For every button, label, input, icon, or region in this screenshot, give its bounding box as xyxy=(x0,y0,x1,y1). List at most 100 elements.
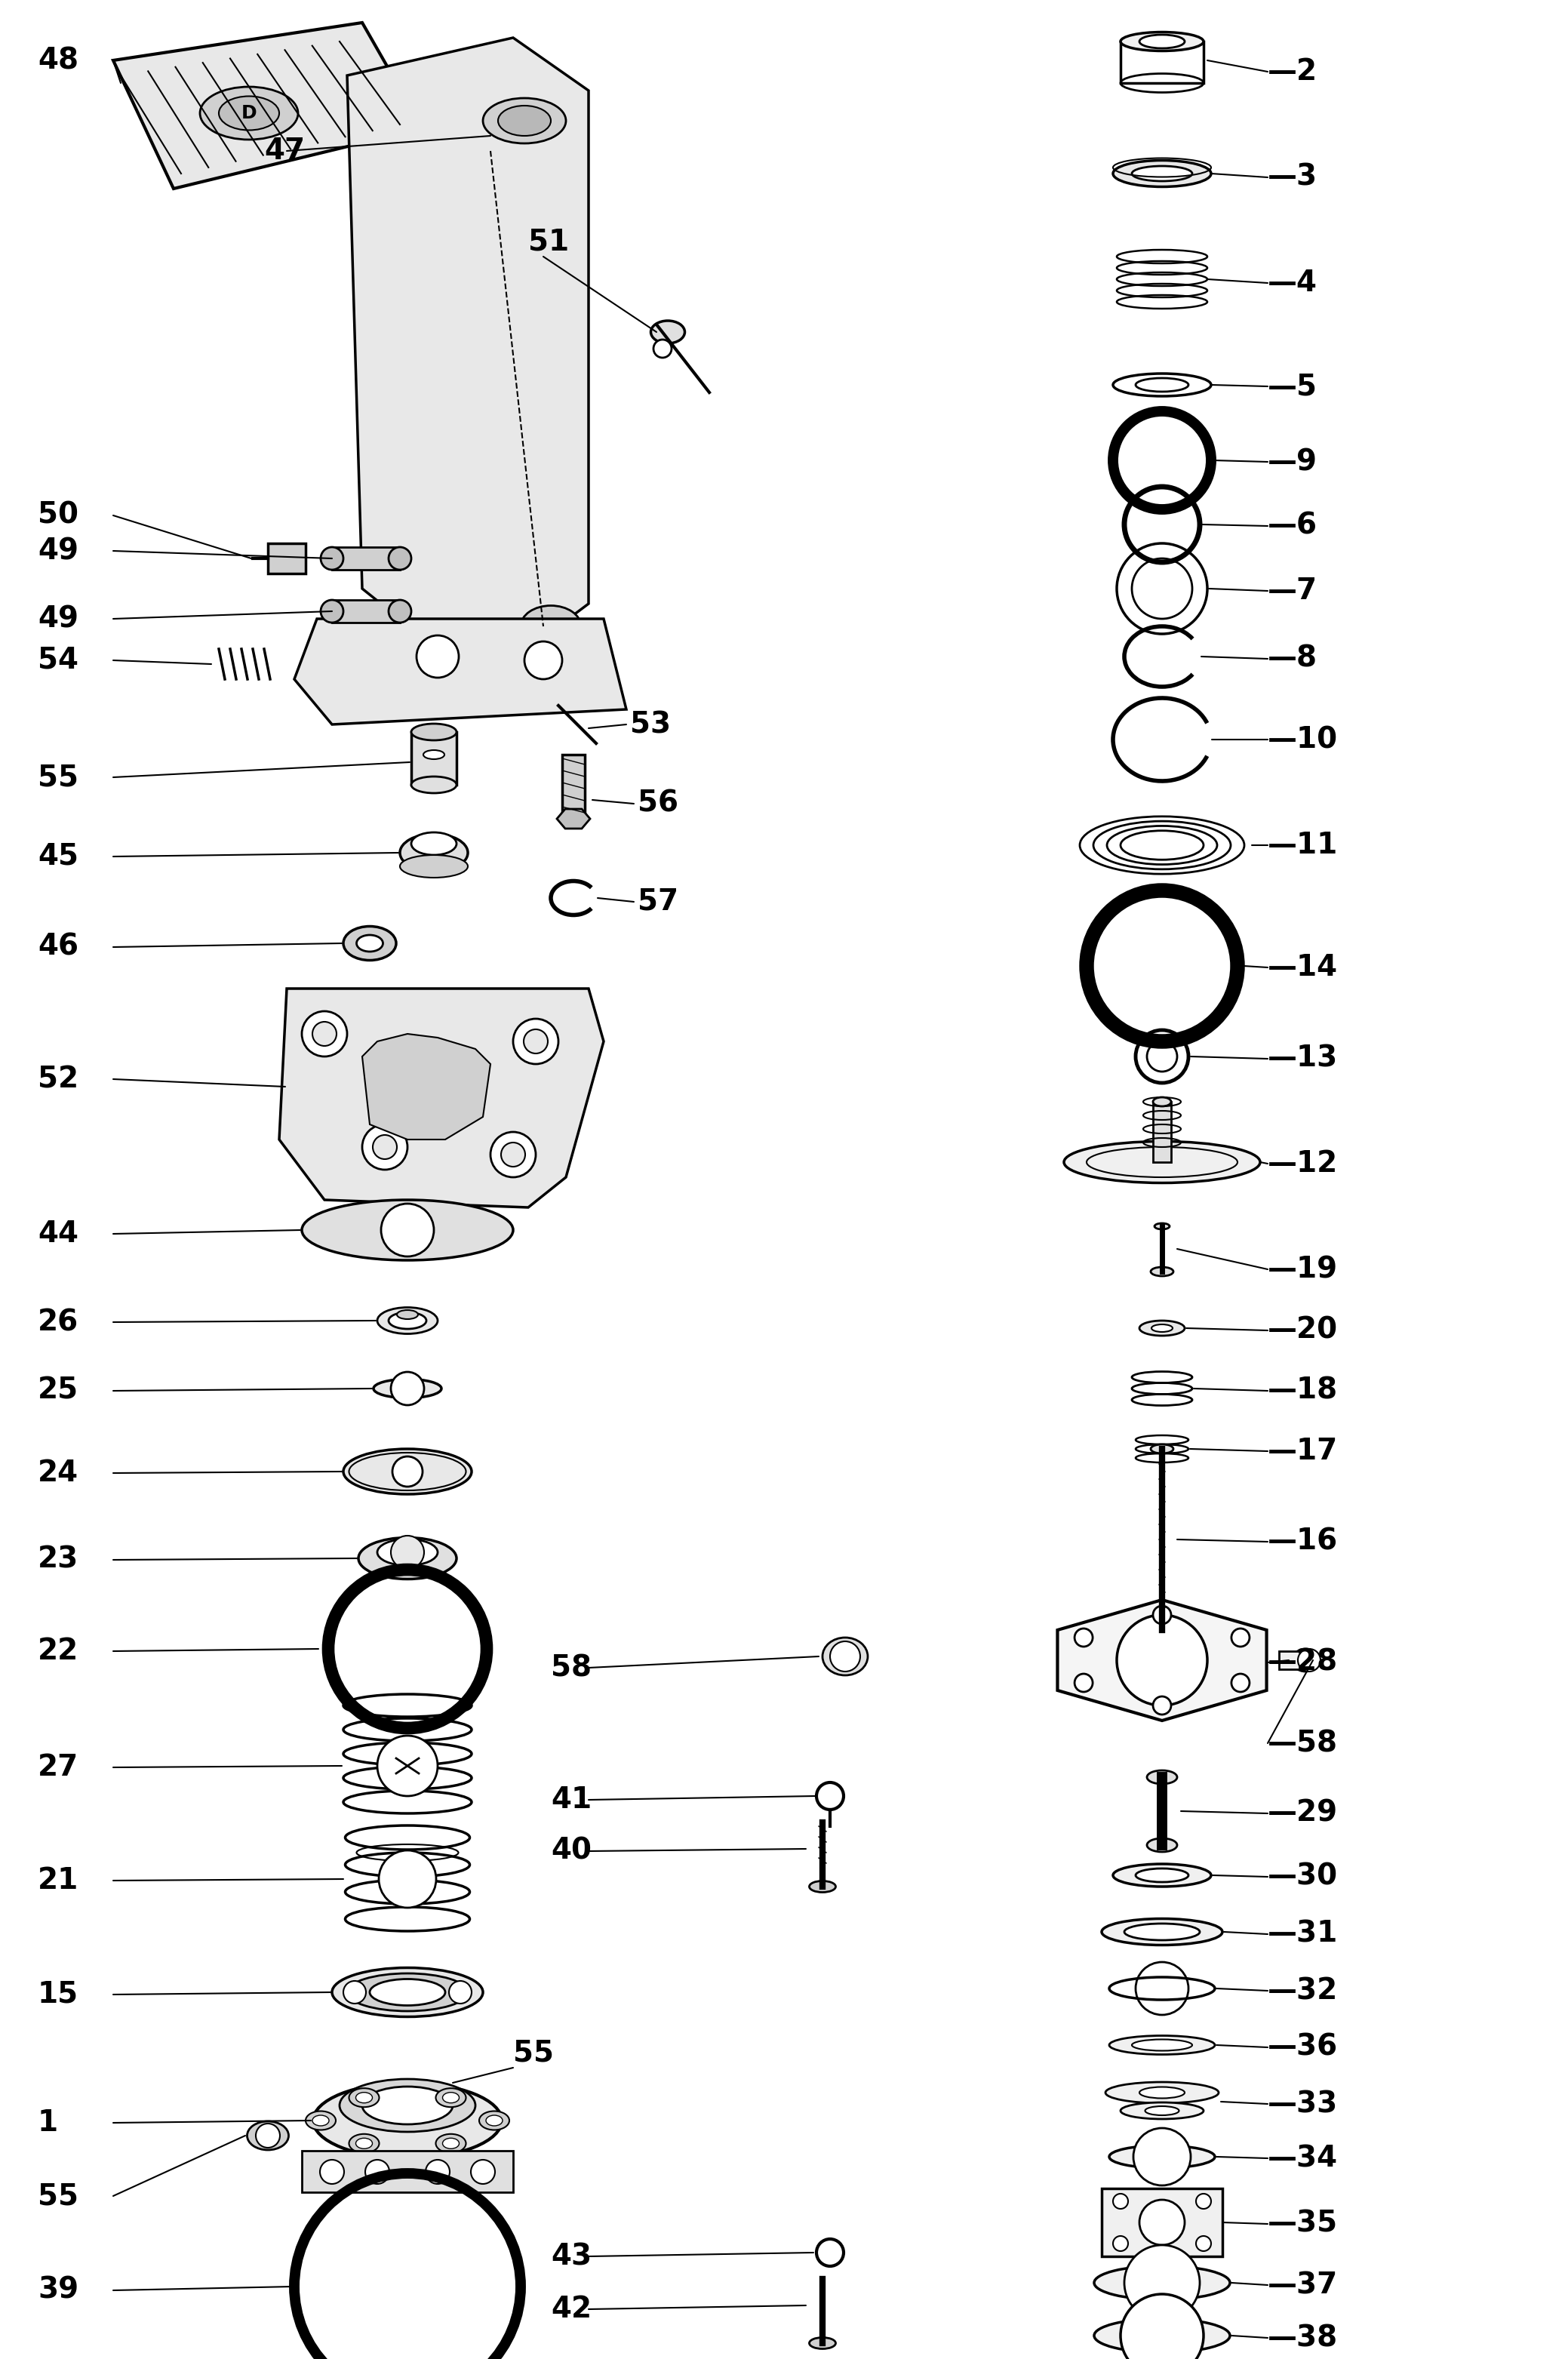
Circle shape xyxy=(1074,1628,1093,1647)
Ellipse shape xyxy=(809,1880,836,1892)
Circle shape xyxy=(1196,2194,1210,2208)
Circle shape xyxy=(365,2161,389,2184)
Circle shape xyxy=(1298,1649,1320,1673)
Ellipse shape xyxy=(400,833,467,870)
Bar xyxy=(301,2151,513,2192)
Ellipse shape xyxy=(651,321,685,344)
Ellipse shape xyxy=(248,2121,289,2149)
Ellipse shape xyxy=(220,97,279,130)
Ellipse shape xyxy=(332,1967,483,2017)
Ellipse shape xyxy=(400,854,467,878)
Text: —36: —36 xyxy=(1267,2033,1338,2062)
Text: 54: 54 xyxy=(38,646,78,675)
Circle shape xyxy=(502,1142,525,1168)
Circle shape xyxy=(513,1019,558,1064)
Text: 57: 57 xyxy=(638,887,679,915)
Text: —33: —33 xyxy=(1267,2090,1338,2118)
Circle shape xyxy=(1140,2201,1185,2246)
Text: —32: —32 xyxy=(1267,1977,1338,2005)
Bar xyxy=(563,755,585,819)
Polygon shape xyxy=(279,988,604,1208)
Text: 15: 15 xyxy=(38,1979,78,2010)
Ellipse shape xyxy=(521,606,582,646)
Text: 55: 55 xyxy=(38,2182,78,2210)
Ellipse shape xyxy=(378,1307,437,1333)
Polygon shape xyxy=(557,809,590,828)
Ellipse shape xyxy=(480,2111,510,2130)
Text: —6: —6 xyxy=(1267,512,1317,540)
Text: —5: —5 xyxy=(1267,373,1317,401)
Ellipse shape xyxy=(411,724,456,741)
Text: 45: 45 xyxy=(38,842,78,870)
Circle shape xyxy=(390,1536,423,1569)
Bar xyxy=(268,543,306,573)
Bar xyxy=(332,599,400,623)
Circle shape xyxy=(312,1021,337,1045)
Ellipse shape xyxy=(356,2092,372,2102)
Text: 43: 43 xyxy=(550,2241,591,2272)
Text: 48: 48 xyxy=(38,47,78,75)
Text: —35: —35 xyxy=(1267,2210,1338,2239)
Ellipse shape xyxy=(1121,33,1204,52)
Ellipse shape xyxy=(411,776,456,793)
Circle shape xyxy=(1113,2194,1127,2208)
Text: 23: 23 xyxy=(38,1545,78,1573)
Text: 41: 41 xyxy=(550,1786,591,1814)
Text: —13: —13 xyxy=(1267,1045,1338,1073)
Ellipse shape xyxy=(301,1201,513,1260)
Text: —8: —8 xyxy=(1267,644,1317,672)
Text: —20: —20 xyxy=(1267,1316,1338,1345)
Text: —29: —29 xyxy=(1267,1800,1338,1828)
Text: 55: 55 xyxy=(38,762,78,793)
Text: 51: 51 xyxy=(528,226,569,255)
Bar xyxy=(1121,42,1204,83)
Text: 44: 44 xyxy=(38,1220,78,1248)
Circle shape xyxy=(1074,1675,1093,1691)
Circle shape xyxy=(390,1373,423,1406)
Circle shape xyxy=(524,1029,547,1054)
Text: —19: —19 xyxy=(1267,1255,1338,1283)
Text: —38: —38 xyxy=(1267,2324,1338,2352)
Circle shape xyxy=(256,2123,281,2147)
Ellipse shape xyxy=(1109,2144,1215,2168)
Text: 52: 52 xyxy=(38,1064,78,1095)
Bar xyxy=(411,731,456,786)
Text: D: D xyxy=(241,104,257,123)
Circle shape xyxy=(829,1642,861,1673)
Circle shape xyxy=(1231,1675,1250,1691)
Circle shape xyxy=(1113,2236,1127,2250)
Circle shape xyxy=(373,1135,397,1158)
Circle shape xyxy=(654,340,671,359)
Text: —17: —17 xyxy=(1267,1437,1338,1465)
Ellipse shape xyxy=(823,1637,867,1675)
Ellipse shape xyxy=(1140,1321,1185,1335)
Ellipse shape xyxy=(1145,2107,1179,2116)
Circle shape xyxy=(417,635,459,677)
Text: 27: 27 xyxy=(38,1753,78,1781)
Circle shape xyxy=(1152,1696,1171,1715)
Ellipse shape xyxy=(321,547,343,571)
Ellipse shape xyxy=(1154,1224,1170,1229)
Ellipse shape xyxy=(347,1974,467,2012)
Ellipse shape xyxy=(314,2083,502,2158)
Ellipse shape xyxy=(340,2078,475,2133)
Polygon shape xyxy=(347,38,588,649)
Ellipse shape xyxy=(1065,1142,1261,1182)
Text: —3: —3 xyxy=(1267,163,1317,191)
Text: 50: 50 xyxy=(38,500,78,531)
Text: —14: —14 xyxy=(1267,953,1338,981)
Bar xyxy=(332,547,400,571)
Ellipse shape xyxy=(411,833,456,854)
Polygon shape xyxy=(113,24,422,189)
Circle shape xyxy=(343,1982,365,2003)
Ellipse shape xyxy=(436,2088,466,2107)
Bar xyxy=(1102,2189,1223,2255)
Text: —58: —58 xyxy=(1267,1729,1338,1757)
Circle shape xyxy=(491,1132,536,1177)
Text: 24: 24 xyxy=(38,1458,78,1489)
Polygon shape xyxy=(1057,1599,1267,1720)
Text: —4: —4 xyxy=(1267,269,1317,297)
Ellipse shape xyxy=(423,750,444,760)
Circle shape xyxy=(392,1456,422,1486)
Ellipse shape xyxy=(1121,2102,1204,2118)
